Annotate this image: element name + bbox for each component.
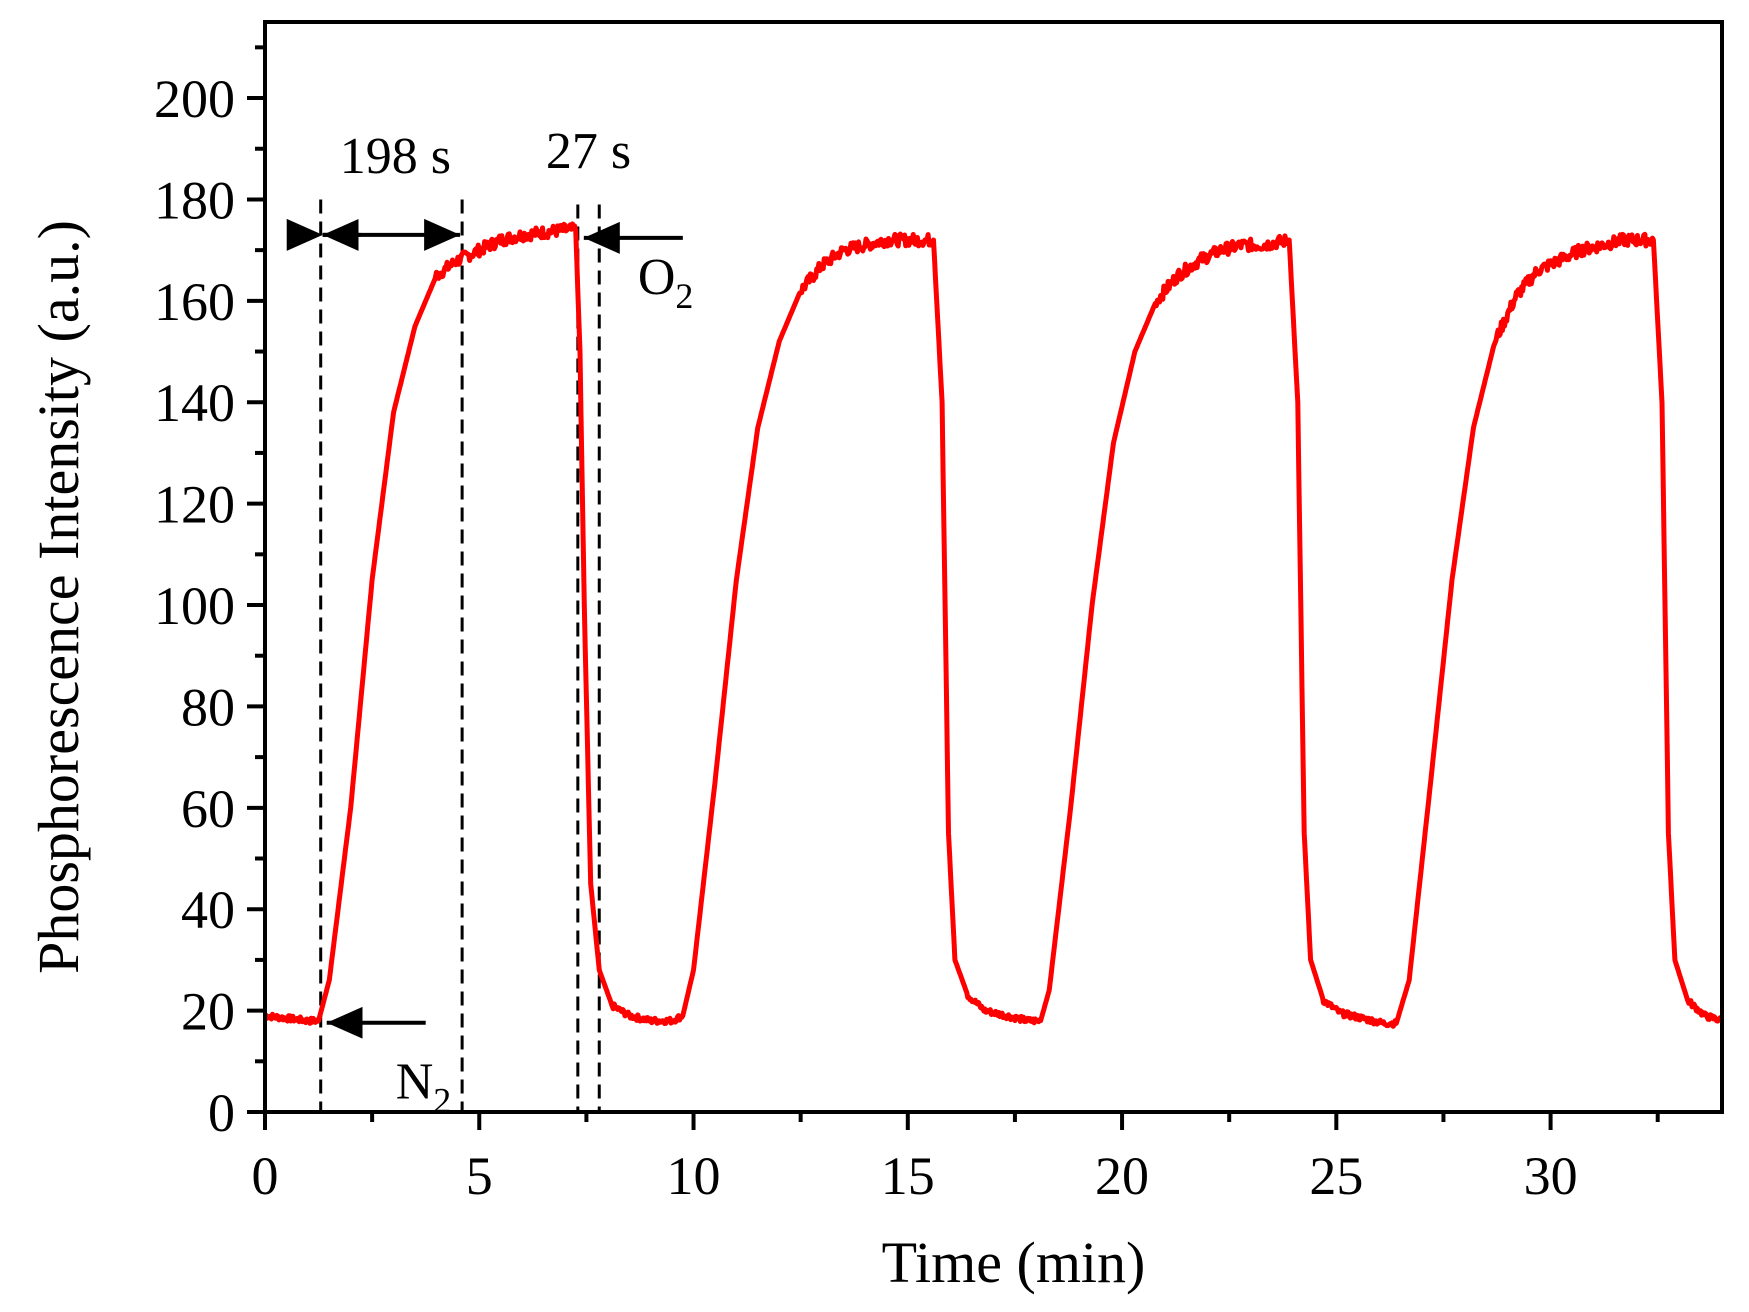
x-tick-label: 30 <box>1524 1146 1578 1206</box>
y-tick-label: 20 <box>181 982 235 1042</box>
gas-label: O2 <box>638 249 694 316</box>
y-tick-label: 180 <box>154 170 235 230</box>
y-tick-label: 200 <box>154 69 235 129</box>
interval-label: 27 s <box>546 123 631 180</box>
y-tick-label: 100 <box>154 576 235 636</box>
x-tick-label: 0 <box>252 1146 279 1206</box>
x-tick-label: 5 <box>466 1146 493 1206</box>
x-axis-title: Time (min) <box>882 1230 1146 1295</box>
x-tick-label: 15 <box>881 1146 935 1206</box>
y-tick-label: 40 <box>181 880 235 940</box>
x-tick-label: 25 <box>1309 1146 1363 1206</box>
x-tick-label: 20 <box>1095 1146 1149 1206</box>
series-line <box>263 221 1724 1029</box>
y-tick-label: 160 <box>154 272 235 332</box>
interval-label: 198 s <box>340 128 451 185</box>
y-tick-label: 80 <box>181 677 235 737</box>
y-tick-label: 140 <box>154 373 235 433</box>
y-tick-label: 120 <box>154 475 235 535</box>
y-axis-title: Phosphorescence Intensity (a.u.) <box>26 220 91 974</box>
y-tick-label: 0 <box>208 1083 235 1143</box>
x-tick-label: 10 <box>667 1146 721 1206</box>
y-tick-label: 60 <box>181 779 235 839</box>
plot-frame <box>263 20 1724 1114</box>
